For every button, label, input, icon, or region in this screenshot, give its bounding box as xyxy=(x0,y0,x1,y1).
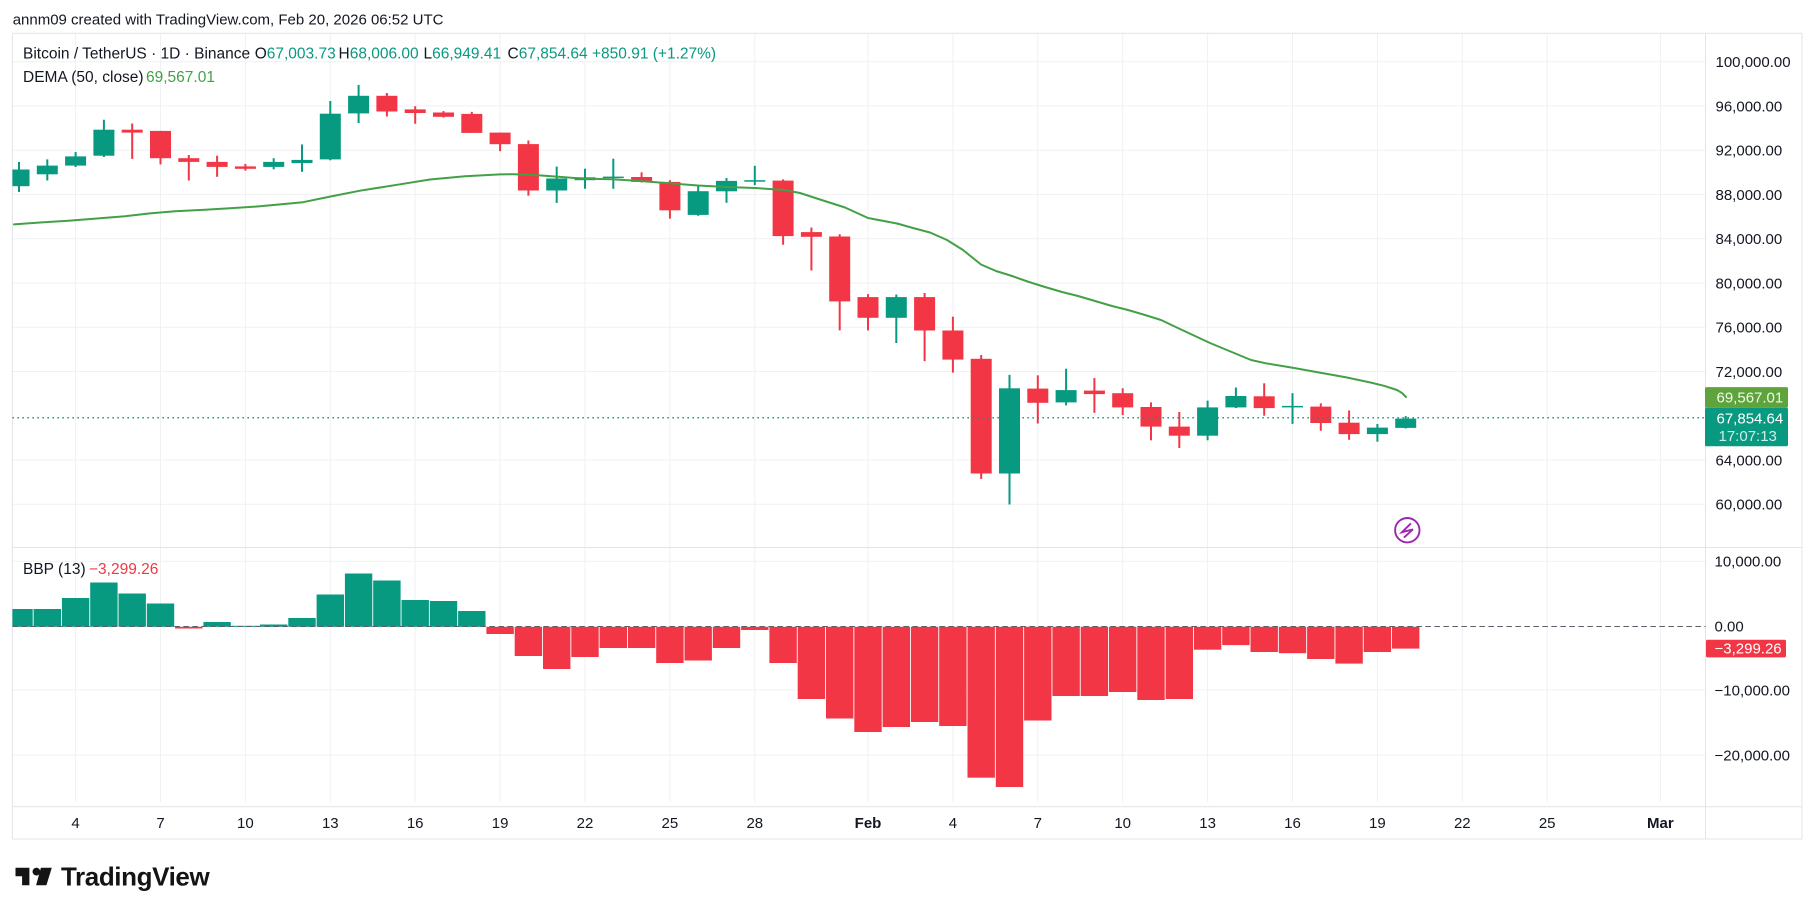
svg-text:25: 25 xyxy=(662,815,679,832)
svg-text:0.00: 0.00 xyxy=(1715,618,1744,635)
svg-text:100,000.00: 100,000.00 xyxy=(1716,54,1791,71)
svg-text:92,000.00: 92,000.00 xyxy=(1716,143,1783,160)
svg-text:25: 25 xyxy=(1539,815,1556,832)
svg-text:O67,003.73: O67,003.73 xyxy=(255,46,336,63)
svg-text:80,000.00: 80,000.00 xyxy=(1716,275,1783,292)
svg-text:17:07:13: 17:07:13 xyxy=(1719,428,1777,445)
svg-text:7: 7 xyxy=(156,815,164,832)
svg-text:16: 16 xyxy=(1284,815,1301,832)
svg-text:BBP (13): BBP (13) xyxy=(23,561,86,578)
svg-text:annm09 created with TradingVie: annm09 created with TradingView.com, Feb… xyxy=(13,12,444,29)
svg-text:28: 28 xyxy=(746,815,763,832)
svg-text:Mar: Mar xyxy=(1647,815,1674,832)
svg-text:22: 22 xyxy=(577,815,594,832)
svg-text:−20,000.00: −20,000.00 xyxy=(1715,747,1791,764)
svg-text:Bitcoin / TetherUS · 1D · Bina: Bitcoin / TetherUS · 1D · Binance xyxy=(23,46,250,63)
svg-text:13: 13 xyxy=(322,815,339,832)
svg-text:−3,299.26: −3,299.26 xyxy=(1715,640,1782,657)
svg-text:16: 16 xyxy=(407,815,424,832)
svg-text:7: 7 xyxy=(1034,815,1042,832)
svg-text:Feb: Feb xyxy=(855,815,882,832)
svg-text:+850.91 (+1.27%): +850.91 (+1.27%) xyxy=(592,46,716,63)
svg-text:H68,006.00: H68,006.00 xyxy=(339,46,420,63)
svg-text:84,000.00: 84,000.00 xyxy=(1716,231,1783,248)
svg-text:19: 19 xyxy=(1369,815,1386,832)
svg-text:64,000.00: 64,000.00 xyxy=(1716,452,1783,469)
svg-text:L66,949.41: L66,949.41 xyxy=(424,46,502,63)
svg-text:67,854.64: 67,854.64 xyxy=(1717,410,1784,427)
svg-text:DEMA (50, close): DEMA (50, close) xyxy=(23,69,144,86)
svg-text:−3,299.26: −3,299.26 xyxy=(89,561,158,578)
svg-text:10,000.00: 10,000.00 xyxy=(1715,554,1782,571)
svg-text:4: 4 xyxy=(949,815,957,832)
svg-text:10: 10 xyxy=(237,815,254,832)
svg-text:69,567.01: 69,567.01 xyxy=(1717,390,1784,407)
svg-text:10: 10 xyxy=(1114,815,1131,832)
svg-text:4: 4 xyxy=(71,815,79,832)
svg-text:−10,000.00: −10,000.00 xyxy=(1715,682,1791,699)
svg-text:19: 19 xyxy=(492,815,509,832)
svg-text:22: 22 xyxy=(1454,815,1471,832)
svg-text:C67,854.64: C67,854.64 xyxy=(508,46,589,63)
svg-text:60,000.00: 60,000.00 xyxy=(1716,497,1783,514)
svg-text:72,000.00: 72,000.00 xyxy=(1716,364,1783,381)
svg-text:96,000.00: 96,000.00 xyxy=(1716,98,1783,115)
svg-text:69,567.01: 69,567.01 xyxy=(146,69,215,86)
svg-text:76,000.00: 76,000.00 xyxy=(1716,320,1783,337)
svg-text:13: 13 xyxy=(1199,815,1216,832)
svg-text:88,000.00: 88,000.00 xyxy=(1716,187,1783,204)
svg-text:TradingView: TradingView xyxy=(61,862,210,892)
